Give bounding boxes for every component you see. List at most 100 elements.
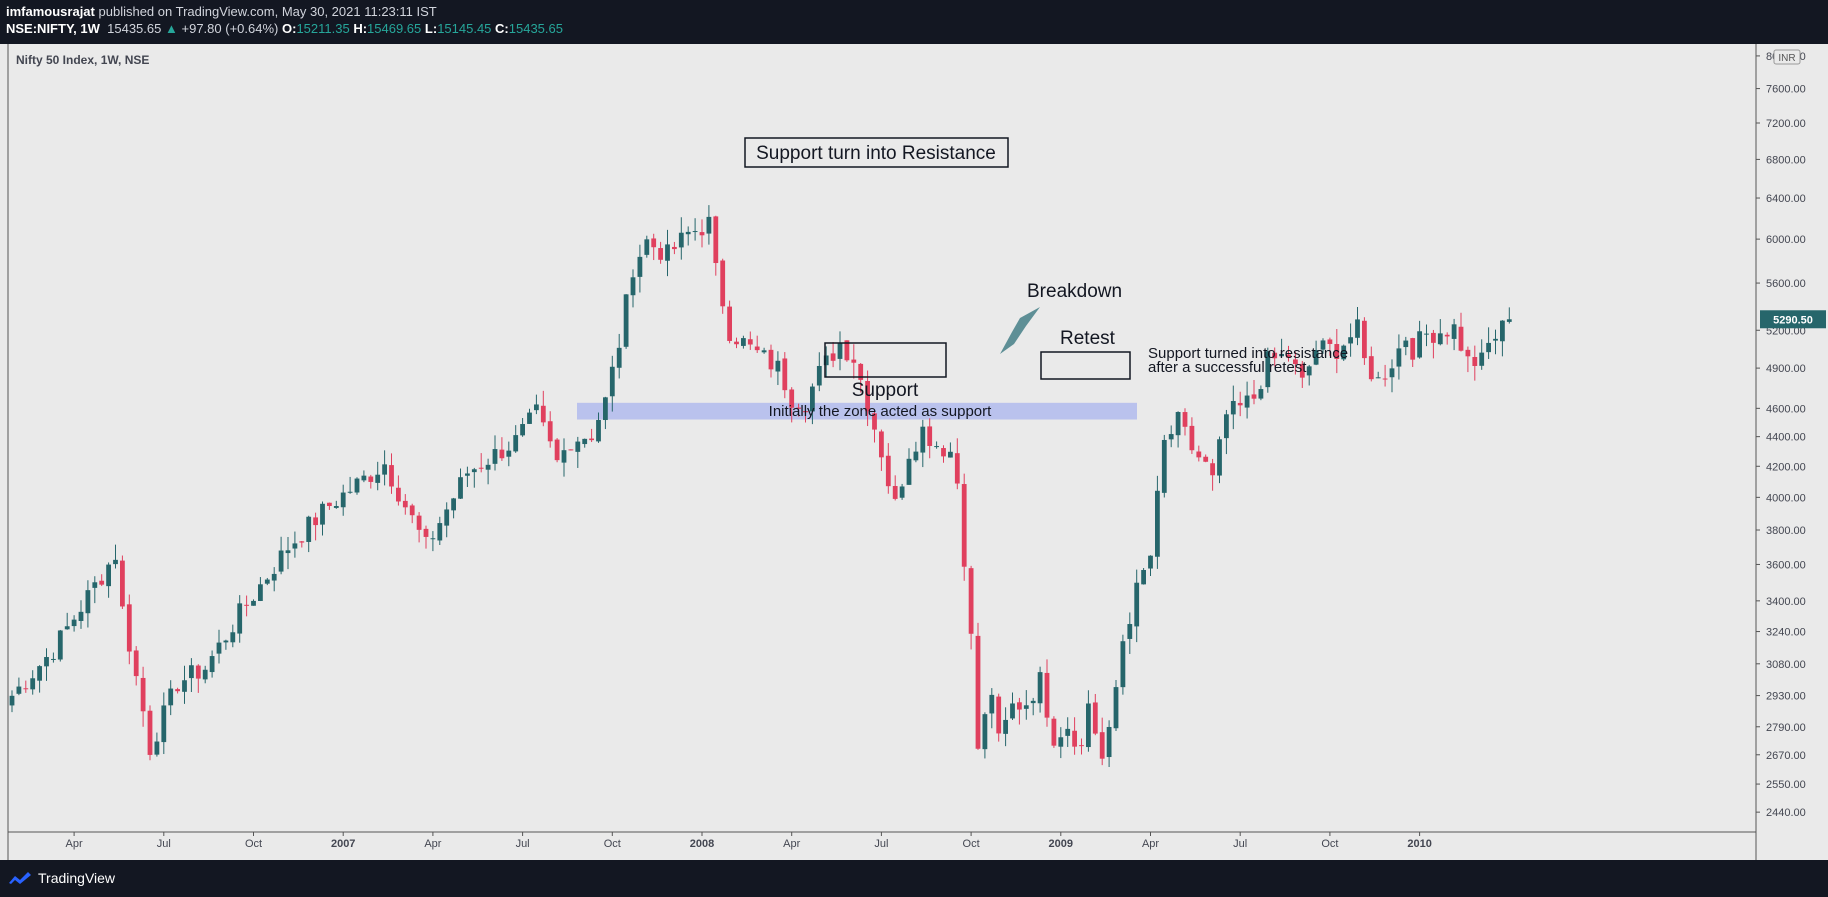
candle[interactable]: [1168, 425, 1174, 448]
candle[interactable]: [568, 449, 574, 451]
candle[interactable]: [1299, 360, 1305, 388]
candle[interactable]: [1251, 379, 1257, 405]
candle[interactable]: [1230, 385, 1236, 430]
candle[interactable]: [527, 408, 532, 424]
candle[interactable]: [1120, 634, 1126, 695]
candle[interactable]: [389, 453, 394, 494]
currency-badge[interactable]: [1773, 49, 1801, 65]
candle[interactable]: [823, 346, 829, 378]
candlestick-chart[interactable]: 8000.007600.007200.006800.006400.006000.…: [0, 44, 1828, 860]
candle[interactable]: [575, 436, 581, 468]
candle[interactable]: [237, 595, 243, 643]
candle[interactable]: [1003, 707, 1008, 747]
candle[interactable]: [968, 565, 974, 650]
candle[interactable]: [1327, 337, 1333, 356]
candle[interactable]: [665, 229, 670, 277]
candle[interactable]: [458, 468, 463, 499]
candle[interactable]: [685, 226, 691, 246]
candle[interactable]: [499, 437, 505, 461]
candle[interactable]: [1465, 346, 1471, 373]
candle[interactable]: [1341, 344, 1347, 361]
candle[interactable]: [126, 594, 132, 665]
candle[interactable]: [9, 690, 15, 713]
candle[interactable]: [202, 665, 208, 684]
candle[interactable]: [540, 390, 546, 427]
candle[interactable]: [851, 344, 857, 379]
candle[interactable]: [375, 461, 381, 491]
candle[interactable]: [1127, 612, 1133, 654]
candle[interactable]: [913, 441, 919, 463]
support-box[interactable]: [824, 342, 947, 378]
time-axis[interactable]: Apr Jul Oct 2007 Apr Jul Oct 2008 Apr Jul Oct 2009 A…: [66, 832, 1432, 850]
candle[interactable]: [416, 512, 422, 543]
candle[interactable]: [251, 599, 256, 606]
candle[interactable]: [140, 666, 146, 727]
candle[interactable]: [858, 363, 864, 393]
candle[interactable]: [734, 337, 739, 349]
candle[interactable]: [195, 664, 201, 693]
candle[interactable]: [1237, 391, 1243, 417]
candle[interactable]: [768, 344, 774, 378]
candle[interactable]: [278, 536, 284, 575]
candle[interactable]: [361, 470, 367, 483]
candle[interactable]: [513, 425, 519, 453]
candle[interactable]: [1203, 454, 1209, 463]
candle[interactable]: [16, 677, 22, 696]
candle[interactable]: [1113, 680, 1119, 731]
candle[interactable]: [340, 484, 346, 516]
candle[interactable]: [1313, 340, 1319, 366]
candle[interactable]: [120, 555, 125, 610]
retest-box[interactable]: [1040, 351, 1131, 380]
candle[interactable]: [589, 428, 594, 443]
tradingview-logo[interactable]: TradingView: [8, 870, 115, 886]
candle[interactable]: [168, 680, 174, 716]
candle[interactable]: [892, 475, 898, 501]
candle[interactable]: [485, 458, 491, 485]
candle[interactable]: [761, 347, 767, 354]
candle[interactable]: [1051, 716, 1057, 748]
candle[interactable]: [1155, 475, 1160, 569]
chart-panel[interactable]: 8000.007600.007200.006800.006400.006000.…: [0, 44, 1828, 860]
candle[interactable]: [1320, 338, 1326, 354]
candle[interactable]: [1196, 445, 1202, 462]
candle[interactable]: [1244, 381, 1250, 419]
candle[interactable]: [306, 515, 312, 553]
candle[interactable]: [720, 258, 726, 314]
candle[interactable]: [1424, 324, 1429, 347]
candle[interactable]: [106, 562, 111, 598]
candle[interactable]: [1444, 332, 1450, 345]
candle[interactable]: [1486, 327, 1491, 359]
candle[interactable]: [810, 383, 815, 425]
candle[interactable]: [1479, 339, 1485, 370]
candle[interactable]: [99, 574, 105, 587]
candle[interactable]: [133, 646, 139, 686]
candle[interactable]: [368, 474, 374, 489]
candle[interactable]: [113, 544, 118, 569]
candle[interactable]: [1355, 307, 1360, 346]
candle[interactable]: [44, 648, 49, 681]
candle[interactable]: [382, 450, 387, 486]
candle[interactable]: [1417, 320, 1422, 359]
candle[interactable]: [934, 441, 939, 449]
candle[interactable]: [520, 418, 525, 437]
candle[interactable]: [402, 494, 408, 515]
candle[interactable]: [596, 412, 601, 443]
price-axis[interactable]: 8000.007600.007200.006800.006400.006000.…: [1756, 51, 1806, 819]
candle[interactable]: [333, 500, 339, 509]
candle[interactable]: [741, 335, 746, 349]
candle[interactable]: [216, 629, 222, 664]
candle[interactable]: [1265, 347, 1271, 393]
candle[interactable]: [603, 396, 608, 430]
candle[interactable]: [865, 370, 870, 427]
candle[interactable]: [830, 342, 836, 368]
candle[interactable]: [71, 615, 77, 632]
candle[interactable]: [292, 531, 298, 558]
candle[interactable]: [37, 665, 42, 693]
candle[interactable]: [844, 340, 850, 362]
candle[interactable]: [1286, 345, 1291, 362]
candle[interactable]: [1037, 666, 1043, 713]
candle[interactable]: [354, 477, 360, 495]
candle[interactable]: [699, 219, 705, 248]
candle[interactable]: [692, 218, 698, 241]
candle[interactable]: [885, 443, 891, 494]
